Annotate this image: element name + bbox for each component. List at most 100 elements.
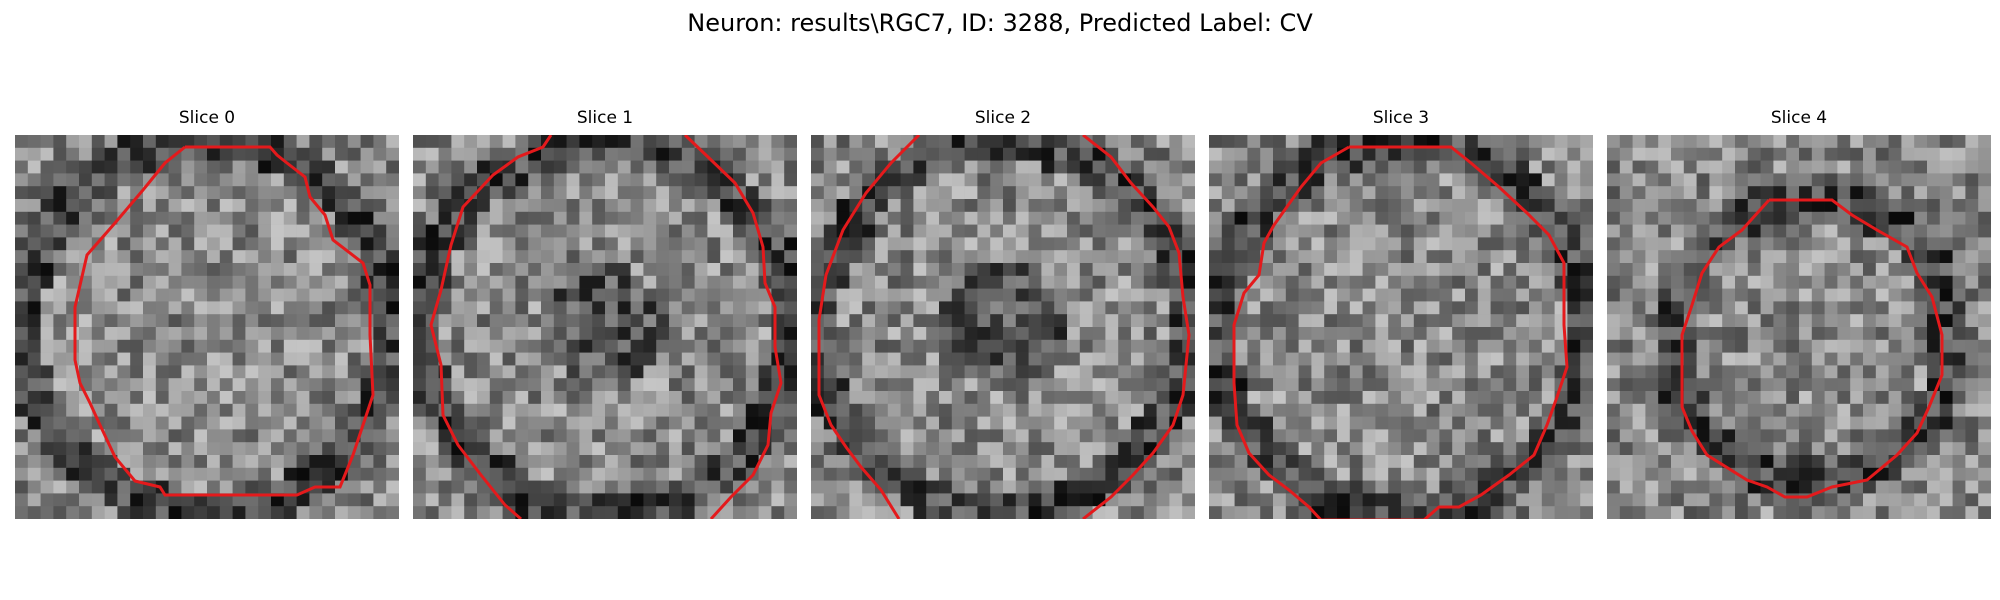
image-pixel	[1529, 467, 1543, 481]
image-pixel	[964, 224, 978, 238]
image-pixel	[553, 352, 567, 366]
image-pixel	[1273, 224, 1287, 238]
image-pixel	[939, 378, 953, 392]
image-pixel	[1952, 403, 1966, 417]
image-pixel	[1156, 352, 1170, 366]
image-pixel	[1837, 327, 1851, 341]
image-pixel	[1645, 442, 1659, 456]
image-pixel	[669, 301, 683, 315]
image-pixel	[1735, 263, 1749, 277]
image-pixel	[681, 224, 695, 238]
image-pixel	[1850, 327, 1864, 341]
image-pixel	[926, 224, 940, 238]
image-pixel	[219, 173, 233, 187]
image-pixel	[579, 455, 593, 469]
image-pixel	[617, 186, 631, 200]
image-pixel	[1901, 455, 1915, 469]
image-pixel	[1914, 506, 1928, 519]
image-pixel	[823, 339, 837, 353]
image-pixel	[1413, 263, 1427, 277]
image-pixel	[669, 467, 683, 481]
image-pixel	[1221, 339, 1235, 353]
image-pixel	[1619, 493, 1633, 507]
image-pixel	[1773, 160, 1787, 174]
image-pixel	[271, 327, 285, 341]
image-pixel	[413, 173, 427, 187]
image-pixel	[1041, 199, 1055, 213]
image-pixel	[1234, 339, 1248, 353]
image-pixel	[1567, 199, 1581, 213]
image-pixel	[347, 467, 361, 481]
image-pixel	[515, 199, 529, 213]
image-pixel	[1927, 199, 1941, 213]
image-pixel	[438, 480, 452, 494]
image-pixel	[335, 314, 349, 328]
image-pixel	[1837, 339, 1851, 353]
image-pixel	[168, 506, 182, 519]
image-pixel	[1388, 352, 1402, 366]
image-pixel	[951, 416, 965, 430]
image-pixel	[194, 147, 208, 161]
image-pixel	[1401, 224, 1415, 238]
image-pixel	[386, 339, 399, 353]
image-pixel	[1452, 160, 1466, 174]
image-pixel	[1888, 480, 1902, 494]
image-pixel	[309, 275, 323, 289]
image-pixel	[630, 506, 644, 519]
image-pixel	[1709, 416, 1723, 430]
image-pixel	[219, 275, 233, 289]
image-pixel	[951, 135, 965, 149]
image-pixel	[1580, 378, 1593, 392]
image-pixel	[1773, 365, 1787, 379]
image-pixel	[977, 275, 991, 289]
image-pixel	[1465, 224, 1479, 238]
image-pixel	[104, 186, 118, 200]
image-pixel	[1503, 365, 1517, 379]
image-pixel	[1041, 403, 1055, 417]
image-pixel	[1850, 429, 1864, 443]
image-pixel	[347, 480, 361, 494]
image-pixel	[694, 301, 708, 315]
image-pixel	[451, 391, 465, 405]
image-pixel	[40, 314, 54, 328]
image-pixel	[745, 352, 759, 366]
image-pixel	[104, 173, 118, 187]
image-pixel	[104, 199, 118, 213]
image-pixel	[335, 173, 349, 187]
image-pixel	[605, 455, 619, 469]
image-pixel	[309, 147, 323, 161]
image-pixel	[335, 199, 349, 213]
image-pixel	[1131, 429, 1145, 443]
image-pixel	[1645, 378, 1659, 392]
image-pixel	[1054, 211, 1068, 225]
image-pixel	[1015, 160, 1029, 174]
image-pixel	[1760, 288, 1774, 302]
image-pixel	[117, 327, 131, 341]
image-pixel	[1837, 275, 1851, 289]
slice-title: Slice 3	[1372, 108, 1430, 128]
image-pixel	[1683, 378, 1697, 392]
image-pixel	[528, 480, 542, 494]
image-pixel	[1978, 173, 1991, 187]
image-pixel	[451, 416, 465, 430]
image-pixel	[27, 403, 41, 417]
image-pixel	[1541, 186, 1555, 200]
image-pixel	[720, 480, 734, 494]
image-pixel	[104, 224, 118, 238]
image-pixel	[219, 429, 233, 443]
image-pixel	[1541, 506, 1555, 519]
image-pixel	[977, 403, 991, 417]
image-pixel	[1490, 480, 1504, 494]
image-pixel	[1273, 403, 1287, 417]
image-pixel	[386, 237, 399, 251]
image-pixel	[1824, 186, 1838, 200]
image-pixel	[1375, 327, 1389, 341]
image-pixel	[617, 147, 631, 161]
image-pixel	[849, 135, 863, 149]
image-pixel	[1722, 186, 1736, 200]
image-pixel	[1041, 186, 1055, 200]
image-pixel	[1375, 160, 1389, 174]
image-pixel	[1824, 429, 1838, 443]
image-pixel	[104, 506, 118, 519]
image-pixel	[1516, 352, 1530, 366]
